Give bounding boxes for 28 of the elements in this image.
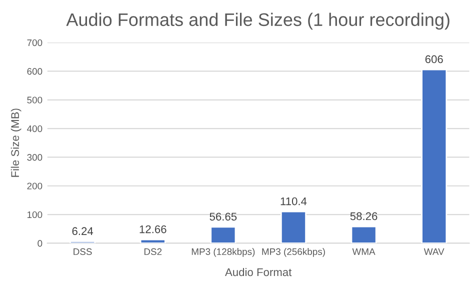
y-tick-label: 400 <box>27 125 42 132</box>
x-tick-label: MP3 (128kbps) <box>192 248 255 257</box>
bar <box>140 238 166 244</box>
chart-title: Audio Formats and File Sizes (1 hour recording) <box>66 12 450 30</box>
y-tick-label: 300 <box>27 154 42 161</box>
data-label: 6.24 <box>72 227 94 236</box>
y-tick-label: 200 <box>27 182 42 190</box>
data-label: 606 <box>425 55 443 64</box>
y-tick-label: 100 <box>28 211 42 218</box>
data-label: 56.65 <box>210 212 237 221</box>
bar <box>210 226 236 244</box>
y-tick-label: 600 <box>27 68 42 75</box>
x-tick-label: MP3 (256kbps) <box>262 248 325 257</box>
data-label: 110.4 <box>280 197 307 206</box>
x-tick-label: WMA <box>352 248 376 255</box>
x-tick-label: DSS <box>74 248 92 255</box>
y-tick-label: 500 <box>27 96 42 104</box>
data-label: 58.26 <box>350 212 378 220</box>
data-label: 12.66 <box>140 225 166 234</box>
x-tick-label: DS2 <box>144 248 162 255</box>
y-tick-label: 700 <box>27 39 42 46</box>
y-tick-label: 0 <box>38 240 42 247</box>
bar <box>421 68 448 244</box>
bar <box>280 210 306 244</box>
x-axis-title: Audio Format <box>225 268 292 276</box>
y-axis-title: File Size (MB) <box>10 108 22 177</box>
bar <box>350 226 377 244</box>
x-tick-label: WAV <box>424 248 444 255</box>
